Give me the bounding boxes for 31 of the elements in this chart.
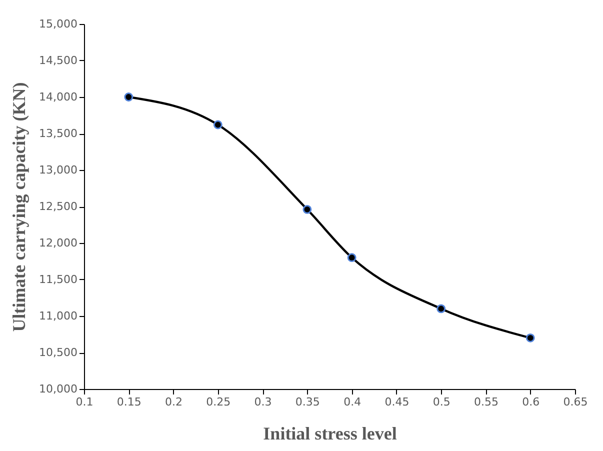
x-tick-label: 0.2 <box>165 396 183 408</box>
y-tick-label: 12,500 <box>39 200 78 213</box>
y-tick-label: 12,000 <box>39 236 78 250</box>
x-tick-label: 0.65 <box>563 396 588 408</box>
x-tick-label: 0.5 <box>432 396 450 408</box>
x-tick-label: 0.1 <box>76 396 94 408</box>
x-tick-label: 0.45 <box>384 396 410 408</box>
x-tick-label: 0.25 <box>206 396 231 408</box>
y-tick-label: 14,000 <box>39 90 78 104</box>
point <box>347 253 356 262</box>
point <box>526 333 535 342</box>
y-tick-label: 13,500 <box>39 127 78 140</box>
x-tick-label: 0.4 <box>344 396 362 408</box>
point <box>213 120 222 130</box>
point <box>124 92 134 102</box>
y-tick-label: 15,000 <box>39 18 78 30</box>
point <box>302 204 312 214</box>
x-tick-label: 0.3 <box>254 396 272 408</box>
y-tick-label: 10,000 <box>39 382 78 396</box>
x-axis-title: Initial stress level <box>263 424 397 444</box>
y-tick-label: 14,500 <box>39 54 78 67</box>
y-tick-label: 13,000 <box>39 164 78 176</box>
x-tick-label: 0.35 <box>295 396 320 408</box>
y-tick-label: 11,000 <box>39 310 78 322</box>
y-tick-label: 10,500 <box>39 346 78 359</box>
y-axis-title: Ultimate carrying capacity (KN) <box>9 82 30 332</box>
point <box>436 304 446 314</box>
x-tick-label: 0.55 <box>474 396 498 408</box>
x-tick-label: 0.15 <box>116 396 142 408</box>
x-tick-label: 0.6 <box>522 396 540 408</box>
y-tick-label: 11,500 <box>39 273 78 286</box>
